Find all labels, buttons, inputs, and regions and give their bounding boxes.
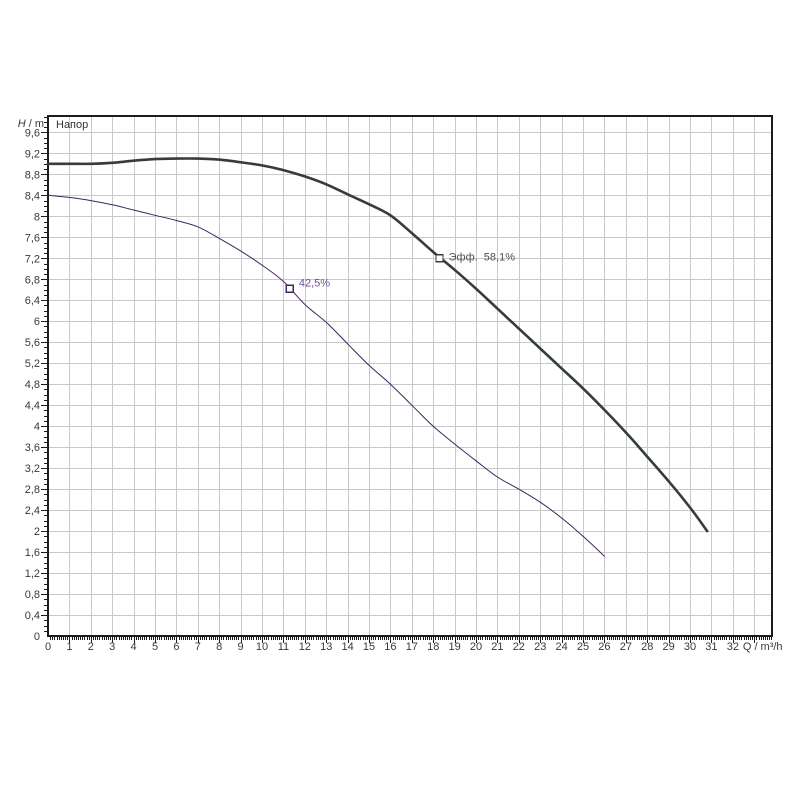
x-tick-label: 23 bbox=[534, 641, 546, 653]
x-tick-label: 0 bbox=[45, 641, 51, 653]
x-tick-label: 24 bbox=[556, 641, 568, 653]
x-tick-label: 1 bbox=[66, 641, 72, 653]
y-tick-label: 4,8 bbox=[25, 379, 40, 391]
x-tick-label: 7 bbox=[195, 641, 201, 653]
y-tick-label: 1,2 bbox=[25, 568, 40, 580]
x-tick-label: 21 bbox=[491, 641, 503, 653]
y-tick-label: 9,2 bbox=[25, 148, 40, 160]
head-curve bbox=[46, 157, 709, 533]
x-tick-label: 17 bbox=[406, 641, 418, 653]
y-tick-label: 0 bbox=[34, 631, 40, 643]
y-tick-label: 3,2 bbox=[25, 463, 40, 475]
y-tick-label: 8,4 bbox=[25, 190, 40, 202]
y-tick-label: 2,4 bbox=[25, 505, 40, 517]
x-tick-label: 6 bbox=[173, 641, 179, 653]
x-tick-label: 30 bbox=[684, 641, 696, 653]
plot-border bbox=[47, 115, 773, 637]
y-tick-label: 0,4 bbox=[25, 610, 40, 622]
y-tick-label: 3,6 bbox=[25, 442, 40, 454]
y-tick-label: 0,8 bbox=[25, 589, 40, 601]
x-tick-label: 9 bbox=[238, 641, 244, 653]
y-tick-label: 8,8 bbox=[25, 169, 40, 181]
y-tick-label: 2 bbox=[34, 526, 40, 538]
x-tick-label: 5 bbox=[152, 641, 158, 653]
y-tick-label: 8 bbox=[34, 211, 40, 223]
y-axis-title: H / m bbox=[18, 118, 44, 130]
chart-title: Напор bbox=[56, 119, 88, 131]
y-tick-label: 6,8 bbox=[25, 274, 40, 286]
bep-marker bbox=[435, 254, 444, 263]
x-tick-label: 25 bbox=[577, 641, 589, 653]
y-tick-label: 6 bbox=[34, 316, 40, 328]
x-tick-label: 8 bbox=[216, 641, 222, 653]
x-tick-label: 32 bbox=[727, 641, 739, 653]
y-tick-label: 7,6 bbox=[25, 232, 40, 244]
secondary-eff-marker bbox=[285, 284, 294, 293]
secondary-eff-marker-label: 42,5% bbox=[299, 278, 330, 290]
x-tick-label: 19 bbox=[448, 641, 460, 653]
x-tick-label: 11 bbox=[278, 641, 289, 653]
x-tick-label: 28 bbox=[641, 641, 653, 653]
y-tick-label: 2,8 bbox=[25, 484, 40, 496]
y-tick-label: 1,6 bbox=[25, 547, 40, 559]
y-tick-label: 4,4 bbox=[25, 400, 40, 412]
x-tick-label: 29 bbox=[663, 641, 675, 653]
x-tick-label: 13 bbox=[320, 641, 332, 653]
secondary-curve bbox=[47, 194, 605, 557]
y-tick-label: 4 bbox=[34, 421, 40, 433]
y-tick-label: 5,6 bbox=[25, 337, 40, 349]
y-tick-label: 7,2 bbox=[25, 253, 40, 265]
x-tick-label: 14 bbox=[341, 641, 353, 653]
x-tick-label: 26 bbox=[598, 641, 610, 653]
y-tick-label: 9,6 bbox=[25, 127, 40, 139]
bep-marker-label: Эфф. 58,1% bbox=[449, 251, 516, 263]
x-tick-label: 15 bbox=[363, 641, 375, 653]
x-tick-label: 16 bbox=[384, 641, 396, 653]
y-tick-label: 6,4 bbox=[25, 295, 40, 307]
x-tick-label: 2 bbox=[88, 641, 94, 653]
y-tick-label: 5,2 bbox=[25, 358, 40, 370]
x-axis-title: Q / m³/h bbox=[743, 641, 783, 653]
x-tick-label: 22 bbox=[513, 641, 525, 653]
x-tick-label: 31 bbox=[705, 641, 717, 653]
x-tick-label: 4 bbox=[131, 641, 137, 653]
x-tick-label: 3 bbox=[109, 641, 115, 653]
x-tick-label: 10 bbox=[256, 641, 268, 653]
x-tick-label: 27 bbox=[620, 641, 632, 653]
x-tick-label: 20 bbox=[470, 641, 482, 653]
x-tick-label: 18 bbox=[427, 641, 439, 653]
x-tick-label: 12 bbox=[299, 641, 311, 653]
